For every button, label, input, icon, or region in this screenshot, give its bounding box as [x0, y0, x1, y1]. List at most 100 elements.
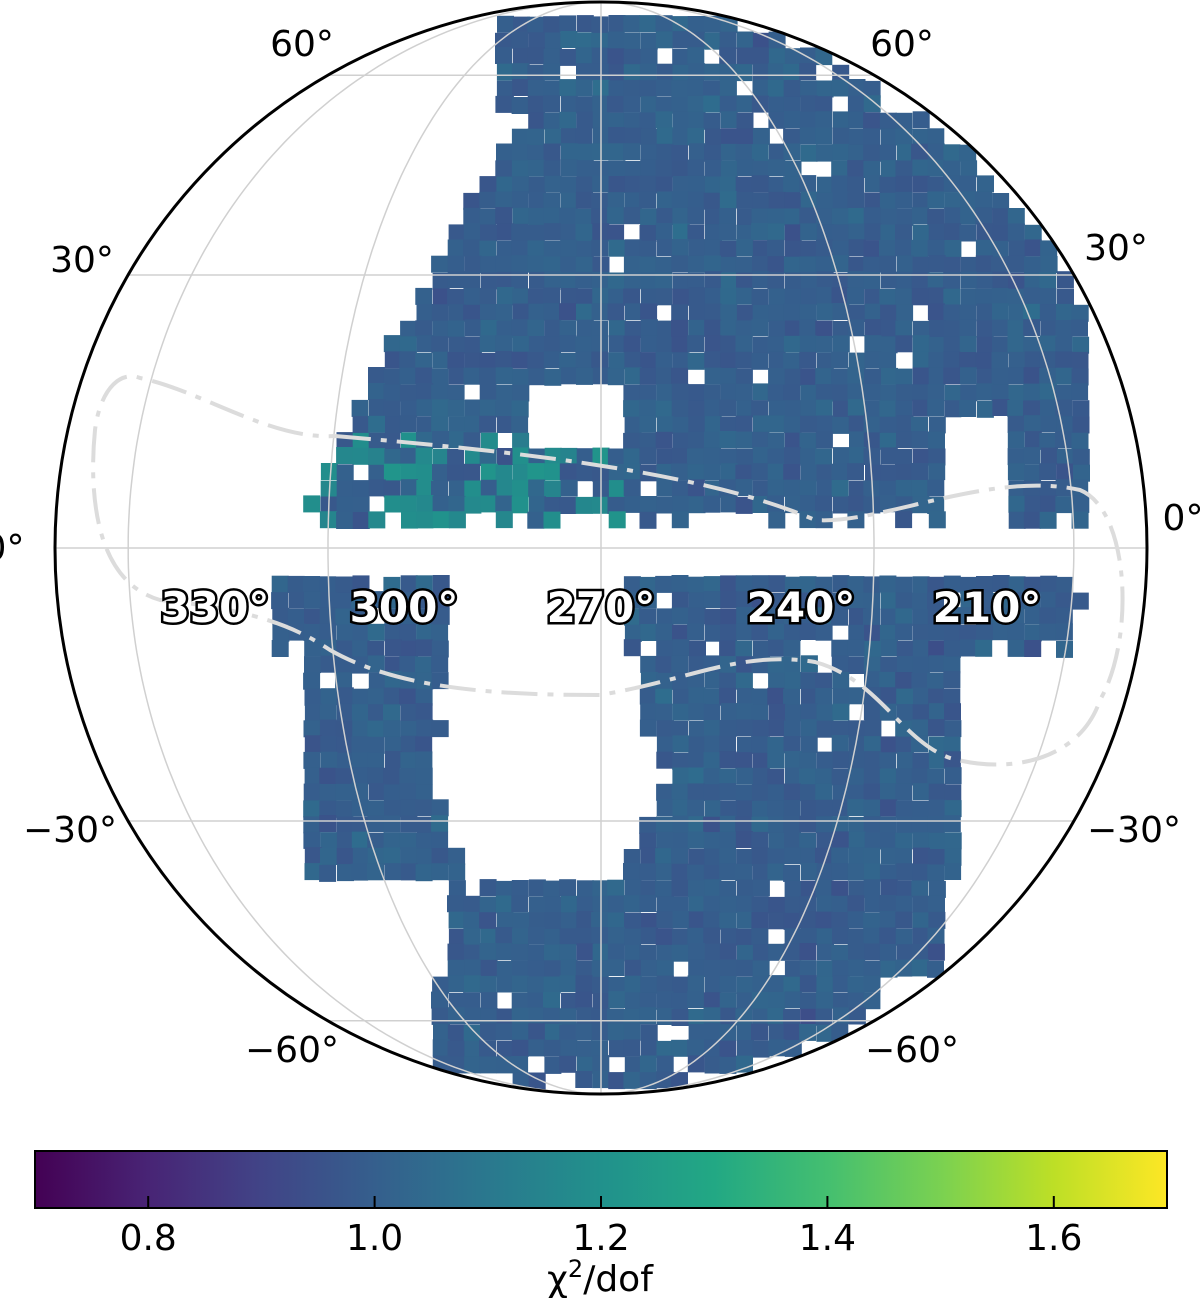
map-pixel	[527, 240, 545, 258]
map-pixel	[575, 47, 593, 65]
map-pixel	[735, 464, 753, 482]
map-pixel	[623, 1008, 641, 1026]
map-pixel	[608, 977, 626, 994]
map-pixel	[639, 256, 657, 274]
map-pixel	[784, 591, 802, 609]
map-pixel	[880, 592, 898, 610]
map-pixel	[943, 751, 961, 769]
map-pixel	[751, 607, 769, 625]
map-pixel	[927, 768, 945, 786]
map-pixel	[671, 463, 689, 481]
map-pixel	[415, 287, 433, 305]
map-pixel	[336, 752, 354, 770]
map-pixel	[560, 479, 578, 497]
map-pixel	[831, 208, 849, 226]
map-pixel	[671, 655, 689, 673]
map-pixel	[464, 352, 482, 370]
map-pixel	[511, 128, 529, 146]
map-pixel	[720, 624, 738, 642]
map-pixel	[737, 1040, 754, 1058]
map-pixel	[751, 784, 769, 802]
map-pixel	[847, 287, 864, 305]
map-pixel	[607, 224, 625, 242]
map-pixel	[991, 608, 1009, 625]
map-pixel	[752, 960, 770, 978]
map-pixel	[943, 272, 961, 290]
colorbar-tick-label: 0.8	[120, 1218, 177, 1259]
map-pixel	[480, 1023, 497, 1041]
map-pixel	[736, 911, 754, 929]
map-pixel	[863, 128, 881, 146]
map-pixel	[704, 32, 722, 50]
map-pixel	[721, 703, 738, 721]
map-pixel	[624, 127, 642, 145]
map-pixel	[351, 752, 369, 770]
map-pixel	[736, 47, 754, 65]
map-pixel	[431, 815, 449, 833]
map-pixel	[496, 975, 514, 993]
map-pixel	[543, 944, 561, 962]
map-pixel	[352, 416, 370, 434]
map-pixel	[1007, 335, 1025, 353]
map-pixel	[511, 31, 529, 49]
map-pixel	[271, 640, 289, 657]
map-pixel	[736, 159, 754, 176]
map-pixel	[832, 224, 850, 242]
map-pixel	[832, 416, 850, 434]
map-pixel	[384, 608, 402, 626]
map-pixel	[319, 800, 337, 818]
map-pixel	[304, 735, 322, 753]
map-pixel	[960, 191, 978, 209]
map-pixel	[671, 591, 689, 609]
map-pixel	[767, 463, 785, 481]
map-pixel	[1007, 400, 1025, 417]
map-pixel	[495, 495, 513, 513]
map-pixel	[928, 751, 946, 769]
map-pixel	[383, 576, 401, 594]
map-pixel	[671, 575, 689, 592]
map-pixel	[783, 912, 801, 930]
map-pixel	[719, 241, 737, 258]
map-pixel	[752, 336, 770, 354]
map-pixel	[384, 495, 402, 513]
map-pixel	[608, 480, 626, 498]
map-pixel	[527, 944, 545, 962]
map-pixel	[368, 432, 386, 450]
map-pixel	[495, 400, 513, 418]
map-pixel	[928, 416, 946, 434]
map-pixel	[623, 15, 641, 33]
map-pixel	[1007, 431, 1025, 449]
map-pixel	[831, 608, 848, 626]
map-pixel	[912, 448, 930, 466]
map-pixel	[401, 640, 418, 658]
map-pixel	[895, 288, 913, 306]
map-pixel	[672, 639, 690, 657]
map-pixel	[767, 384, 785, 402]
map-pixel	[720, 959, 737, 977]
map-pixel	[1023, 511, 1041, 529]
map-pixel	[416, 383, 434, 401]
map-pixel	[767, 80, 785, 97]
map-pixel	[496, 320, 514, 338]
map-pixel	[608, 80, 626, 98]
map-pixel	[991, 368, 1009, 385]
map-pixel	[688, 720, 706, 738]
map-pixel	[880, 336, 898, 354]
map-pixel	[895, 848, 913, 866]
map-pixel	[688, 31, 705, 49]
map-pixel	[544, 447, 562, 465]
map-pixel	[320, 736, 338, 753]
map-pixel	[432, 511, 450, 529]
map-pixel	[799, 975, 817, 993]
map-pixel	[848, 1007, 866, 1025]
map-pixel	[784, 432, 802, 450]
map-pixel	[799, 480, 817, 498]
map-pixel	[495, 943, 513, 961]
map-pixel	[368, 448, 385, 466]
map-pixel	[464, 975, 481, 993]
map-pixel	[897, 656, 914, 673]
map-pixel	[720, 1007, 738, 1025]
map-pixel	[1055, 336, 1073, 354]
map-pixel	[335, 592, 353, 610]
map-pixel	[928, 880, 946, 898]
